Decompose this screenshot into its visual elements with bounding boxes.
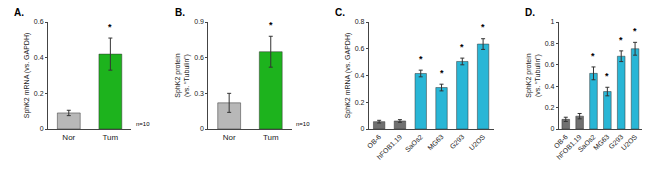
svg-text:*: * (419, 54, 423, 64)
svg-text:0: 0 (360, 125, 364, 132)
svg-text:G293: G293 (607, 133, 624, 150)
svg-text:Tum: Tum (263, 133, 279, 142)
svg-text:*: * (633, 26, 637, 36)
svg-text:B.: B. (175, 7, 185, 18)
svg-text:C.: C. (335, 7, 345, 18)
svg-text:0.2: 0.2 (355, 99, 365, 106)
svg-text:Tum: Tum (103, 133, 119, 142)
svg-text:G293: G293 (448, 133, 465, 150)
svg-text:*: * (481, 22, 485, 32)
svg-text:MG63: MG63 (592, 133, 611, 152)
svg-text:Nor: Nor (223, 133, 236, 142)
svg-text:0.8: 0.8 (545, 40, 555, 47)
svg-text:*: * (619, 35, 623, 45)
svg-text:1: 1 (551, 18, 555, 25)
svg-text:SaOs2: SaOs2 (404, 133, 424, 153)
svg-text:0.8: 0.8 (355, 18, 365, 25)
svg-text:0.6: 0.6 (34, 18, 44, 25)
svg-text:0.4: 0.4 (355, 72, 365, 79)
svg-text:*: * (460, 42, 464, 52)
svg-text:SphK2 protein(vs. “Tubulin”): SphK2 protein(vs. “Tubulin”) (525, 53, 542, 97)
svg-text:D.: D. (525, 7, 535, 18)
svg-text:0.2: 0.2 (34, 90, 44, 97)
svg-text:SaOs2: SaOs2 (577, 133, 597, 153)
svg-text:*: * (269, 20, 273, 30)
svg-text:MG63: MG63 (426, 133, 445, 152)
svg-text:n=10: n=10 (296, 121, 310, 127)
svg-text:hFOB1.19: hFOB1.19 (376, 133, 404, 161)
svg-text:0.4: 0.4 (34, 54, 44, 61)
svg-text:0.4: 0.4 (545, 83, 555, 90)
svg-text:U2OS: U2OS (468, 133, 487, 152)
svg-text:OB-6: OB-6 (366, 133, 383, 150)
svg-text:SphK2 protein(vs. “Tubulin”): SphK2 protein(vs. “Tubulin”) (174, 53, 191, 97)
svg-text:0: 0 (200, 125, 204, 132)
svg-text:*: * (108, 22, 112, 32)
svg-text:0.6: 0.6 (545, 61, 555, 68)
svg-text:A.: A. (14, 7, 24, 18)
svg-text:0: 0 (40, 125, 44, 132)
svg-text:*: * (605, 71, 609, 81)
svg-text:OB-6: OB-6 (552, 133, 569, 150)
svg-text:Nor: Nor (62, 133, 75, 142)
svg-text:hFOB1.19: hFOB1.19 (555, 133, 583, 161)
svg-text:n=10: n=10 (136, 121, 150, 127)
svg-text:SphK2 mRNA (vs. GAPDH): SphK2 mRNA (vs. GAPDH) (344, 33, 352, 119)
svg-text:0.9: 0.9 (194, 18, 204, 25)
svg-text:0.6: 0.6 (355, 45, 365, 52)
svg-text:0.6: 0.6 (194, 54, 204, 61)
svg-text:U2OS: U2OS (620, 133, 639, 152)
svg-text:0.3: 0.3 (194, 90, 204, 97)
svg-text:0: 0 (551, 125, 555, 132)
svg-text:SphK2 mRNA (vs. GAPDH): SphK2 mRNA (vs. GAPDH) (23, 33, 31, 119)
svg-text:*: * (591, 51, 595, 61)
svg-text:*: * (440, 68, 444, 78)
svg-text:0.2: 0.2 (545, 104, 555, 111)
